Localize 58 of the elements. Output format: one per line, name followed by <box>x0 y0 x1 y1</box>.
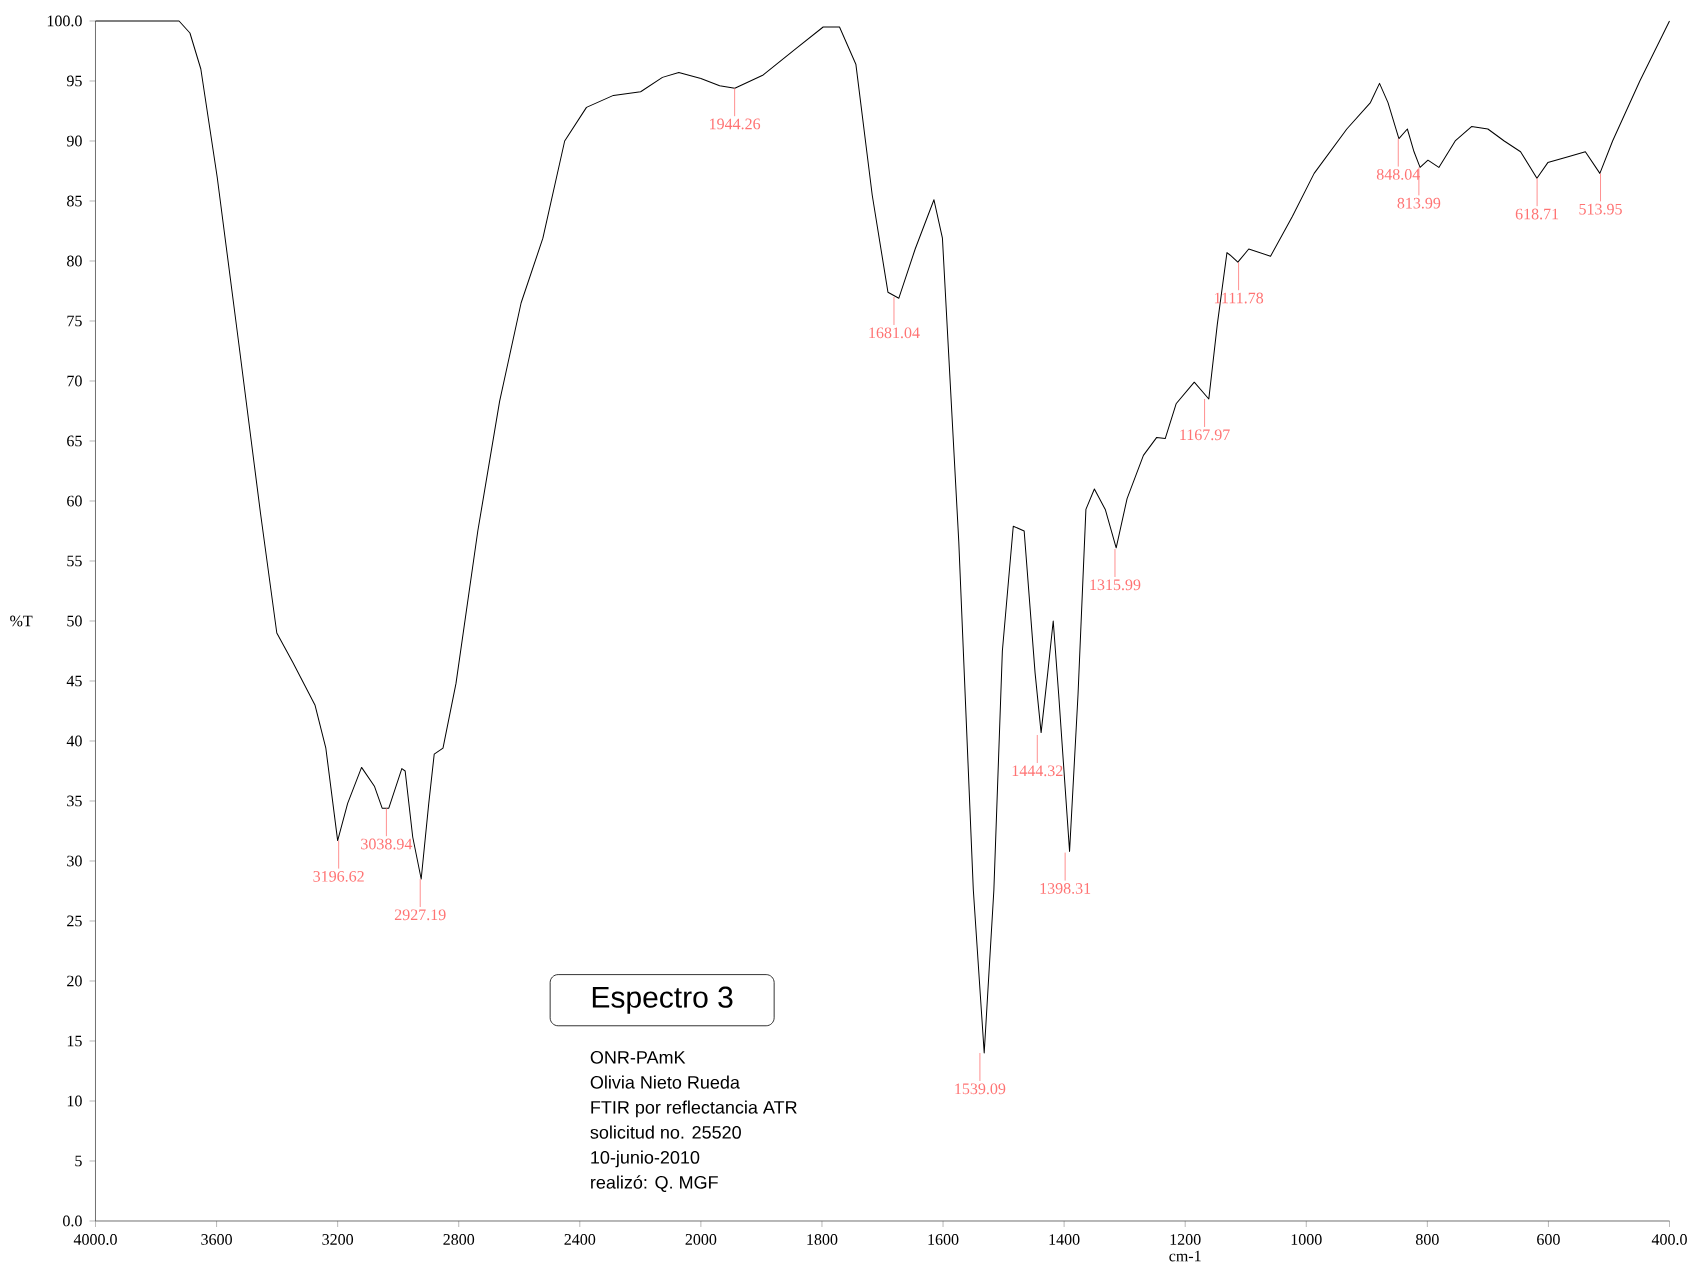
y-tick-label: 40 <box>66 735 82 747</box>
annotation: 813.99 <box>1397 197 1441 209</box>
x-tick-label: 800 <box>1415 1234 1439 1245</box>
annotation: 2927.19 <box>394 909 446 921</box>
annotation: 3196.62 <box>313 870 364 882</box>
x-tick-label: 3600 <box>201 1234 232 1245</box>
y-tick-label: 0.0 <box>63 1215 82 1227</box>
annotation: 1167.97 <box>1180 429 1230 441</box>
x-tick-label: 2800 <box>443 1234 475 1245</box>
y-tick-label: 70 <box>67 375 82 387</box>
y-tick-label: 75 <box>67 315 82 327</box>
y-tick-label: 100.0 <box>47 15 82 27</box>
y-tick-label: 85 <box>67 195 82 207</box>
y-tick-label: 35 <box>67 795 82 807</box>
x-tick-label: 1200 <box>1170 1234 1201 1245</box>
annotation: 1539.09 <box>955 1083 1006 1095</box>
y-tick-label: 60 <box>67 495 82 507</box>
annotation: Olivia Nieto Rueda <box>590 1075 740 1089</box>
annotation: 1681.04 <box>869 327 920 339</box>
annotation: 3038.94 <box>361 838 413 850</box>
y-tick-label: 90 <box>66 135 82 147</box>
annotation: 1315.99 <box>1090 579 1141 591</box>
annotation: 1444.32 <box>1012 765 1063 777</box>
x-tick-label: 4000.0 <box>73 1234 117 1245</box>
y-tick-label: 45 <box>66 675 82 687</box>
y-tick-label: 65 <box>67 435 82 447</box>
y-tick-label: 50 <box>67 615 82 627</box>
y-tick-label: 95 <box>66 75 82 87</box>
annotation: 618.71 <box>1515 208 1559 220</box>
annotation: realizó: Q. MGF <box>591 1175 718 1192</box>
annotation: 1944.26 <box>710 118 761 130</box>
x-tick-label: 2400 <box>564 1234 596 1245</box>
y-tick-label: 80 <box>67 255 82 267</box>
annotation: solicitud no. 25520 <box>590 1125 741 1139</box>
x-tick-label: 3200 <box>322 1234 354 1245</box>
x-tick-label: 400.0 <box>1651 1234 1687 1245</box>
x-tick-label: 1800 <box>807 1234 838 1245</box>
y-axis-title: %T <box>10 615 33 627</box>
x-axis-title: cm-1 <box>1169 1250 1201 1262</box>
y-tick-label: 25 <box>67 915 82 927</box>
annotation: FTIR por reflectancia ATR <box>591 1100 797 1118</box>
y-tick-label: 5 <box>75 1155 82 1167</box>
annotation: ONR-PAmK <box>590 1050 686 1064</box>
y-tick-label: 55 <box>67 555 82 567</box>
x-tick-label: 600 <box>1537 1234 1560 1245</box>
text: Espectro 3 <box>592 986 733 1014</box>
x-tick-label: 1000 <box>1291 1234 1322 1245</box>
y-tick-label: 10 <box>67 1095 82 1107</box>
annotation: 848.04 <box>1376 169 1421 180</box>
annotation: 10-junio-2010 <box>591 1150 700 1168</box>
x-tick-label: 1600 <box>928 1234 959 1245</box>
x-tick-label: 1400 <box>1049 1234 1080 1245</box>
annotation: 1398.31 <box>1040 883 1091 894</box>
annotation: 513.95 <box>1579 203 1622 215</box>
y-tick-label: 20 <box>67 975 82 987</box>
y-tick-label: 30 <box>67 855 82 867</box>
y-tick-label: 15 <box>67 1035 82 1047</box>
x-tick-label: 2000 <box>685 1234 717 1245</box>
